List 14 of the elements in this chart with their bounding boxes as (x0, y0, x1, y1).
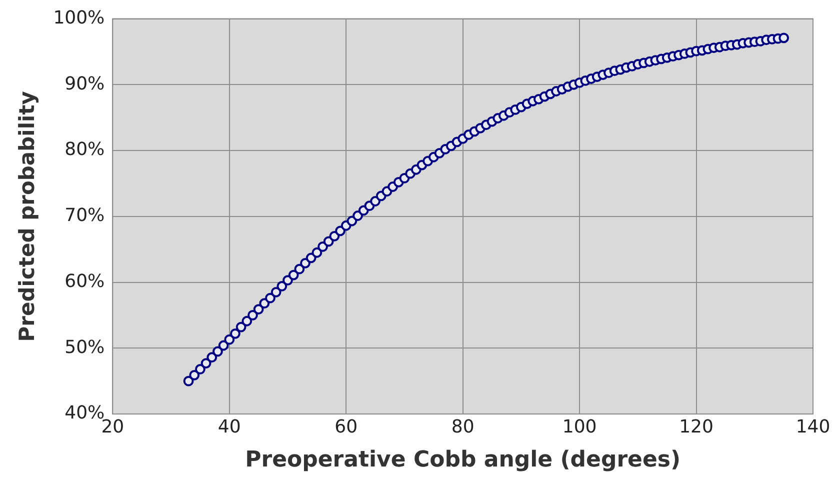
x-axis-title: Preoperative Cobb angle (degrees) (245, 448, 681, 473)
x-tick-label: 40 (218, 416, 241, 438)
y-axis-title: Predicted probability (15, 90, 40, 342)
x-tick-label: 140 (796, 416, 830, 438)
x-tick-label: 60 (334, 416, 358, 438)
x-tick-label: 100 (562, 416, 597, 438)
y-tick-label: 90% (64, 73, 105, 94)
x-tick-label: 120 (679, 416, 714, 438)
y-tick-label: 60% (64, 270, 105, 292)
y-tick-label: 70% (64, 205, 105, 226)
y-tick-label: 80% (64, 139, 105, 160)
y-tick-label: 50% (64, 336, 105, 358)
x-tick-label: 80 (451, 416, 474, 438)
y-tick-label: 100% (53, 7, 105, 28)
